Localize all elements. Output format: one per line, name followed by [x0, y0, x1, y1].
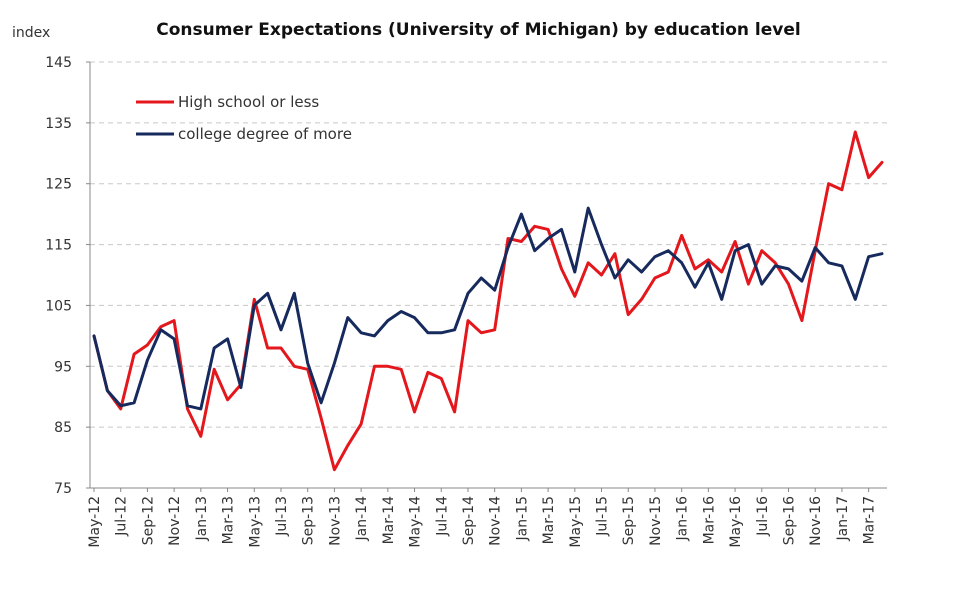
series-lines: [92, 130, 884, 472]
x-tick-label-Jan-14: Jan-14: [354, 496, 370, 542]
legend-label-0: High school or less: [178, 93, 319, 111]
grid-lines: [90, 61, 887, 428]
x-tick-label-May-13: May-13: [247, 496, 263, 548]
x-tick-label-Jan-15: Jan-15: [514, 496, 530, 541]
chart-title: Consumer Expectations (University of Mic…: [156, 20, 801, 40]
y-tick-label-95: 95: [54, 359, 72, 375]
y-tick-label-115: 115: [45, 238, 72, 254]
x-tick-label-Nov-15: Nov-15: [648, 496, 664, 546]
x-tick-label-Jul-16: Jul-16: [755, 496, 771, 537]
x-tick-label-Mar-16: Mar-16: [701, 496, 717, 544]
axes: [89, 62, 887, 489]
x-tick-label-Mar-14: Mar-14: [381, 496, 397, 544]
x-tick-label-Sep-14: Sep-14: [461, 496, 477, 545]
y-tick-label-75: 75: [54, 481, 72, 497]
y-axis-unit-label: index: [12, 25, 51, 41]
series-line-college-degree: [92, 206, 884, 411]
y-tick-label-105: 105: [45, 298, 72, 314]
y-tick-label-145: 145: [45, 55, 72, 71]
x-tick-label-Nov-12: Nov-12: [167, 496, 183, 546]
y-tick-label-135: 135: [45, 116, 72, 132]
x-tick-label-Jan-16: Jan-16: [675, 496, 691, 542]
x-tick-label-Sep-16: Sep-16: [782, 496, 798, 545]
x-tick-label-Nov-14: Nov-14: [488, 496, 504, 546]
x-tick-label-Nov-13: Nov-13: [327, 496, 343, 546]
y-tick-label-125: 125: [45, 177, 72, 193]
y-tick-label-85: 85: [54, 420, 72, 436]
x-tick-label-Mar-13: Mar-13: [221, 496, 237, 544]
y-axis-ticks: 75 85 95 105 115 125 135 145: [45, 55, 90, 497]
x-tick-label-Sep-13: Sep-13: [301, 496, 317, 545]
legend: High school or less college degree of mor…: [136, 93, 352, 143]
x-tick-label-Jul-12: Jul-12: [114, 496, 130, 537]
x-tick-label-May-12: May-12: [87, 496, 103, 548]
x-tick-label-Jul-13: Jul-13: [274, 496, 290, 537]
x-tick-label-Sep-12: Sep-12: [140, 496, 156, 545]
x-tick-label-Jan-13: Jan-13: [194, 496, 210, 541]
x-axis-ticks: May-12 Jul-12 Sep-12 Nov-12 Jan-13 Mar-13 May-…: [87, 488, 878, 548]
x-tick-label-Sep-15: Sep-15: [621, 496, 637, 545]
series-line-high-school-or-less: [92, 130, 884, 472]
x-tick-label-Jan-17: Jan-17: [835, 496, 851, 541]
legend-label-1: college degree of more: [178, 125, 352, 143]
x-tick-label-May-14: May-14: [408, 496, 424, 548]
x-tick-label-Jul-15: Jul-15: [595, 496, 611, 537]
x-tick-label-Jul-14: Jul-14: [434, 496, 450, 537]
x-tick-label-Mar-17: Mar-17: [862, 496, 878, 544]
x-tick-label-May-16: May-16: [728, 496, 744, 548]
x-tick-label-May-15: May-15: [568, 496, 584, 548]
x-tick-label-Mar-15: Mar-15: [541, 496, 557, 544]
x-tick-label-Nov-16: Nov-16: [808, 496, 824, 546]
